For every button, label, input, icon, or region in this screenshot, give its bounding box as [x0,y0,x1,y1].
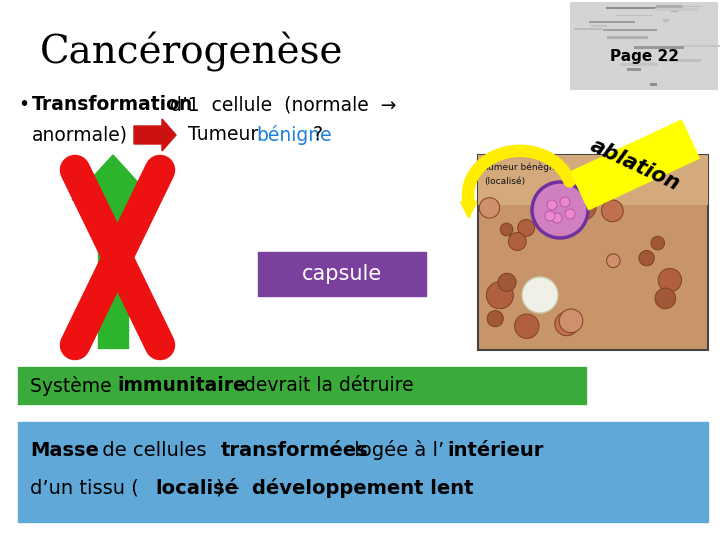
Text: ?: ? [307,125,323,145]
FancyBboxPatch shape [644,37,682,40]
Circle shape [552,213,562,223]
Text: Page 22: Page 22 [610,49,678,64]
FancyBboxPatch shape [665,51,673,53]
Circle shape [508,233,526,251]
FancyBboxPatch shape [600,75,652,77]
FancyBboxPatch shape [631,30,642,31]
Text: transformées: transformées [221,441,369,460]
Text: Masse: Masse [30,441,99,460]
FancyBboxPatch shape [653,32,667,34]
Text: Transformation: Transformation [32,96,193,114]
Text: bénigne: bénigne [256,125,332,145]
Text: d’un tissu (: d’un tissu ( [30,478,139,497]
FancyBboxPatch shape [654,30,696,32]
FancyBboxPatch shape [611,24,622,28]
FancyBboxPatch shape [621,75,664,78]
Circle shape [555,312,578,336]
Circle shape [569,193,596,220]
Circle shape [528,280,549,301]
Text: développement lent: développement lent [252,478,474,498]
Circle shape [639,251,654,266]
Text: Système: Système [30,375,117,395]
Circle shape [518,219,535,237]
Text: immunitaire: immunitaire [117,376,246,395]
FancyBboxPatch shape [478,155,708,205]
Text: intérieur: intérieur [447,441,544,460]
Text: d’1  cellule  (normale  →: d’1 cellule (normale → [164,96,397,114]
Circle shape [486,282,513,309]
FancyBboxPatch shape [572,39,618,40]
Text: (localisé): (localisé) [484,177,525,186]
FancyBboxPatch shape [606,76,626,77]
Text: capsule: capsule [302,264,382,284]
Circle shape [606,254,620,267]
Circle shape [547,200,557,210]
FancyBboxPatch shape [258,252,426,296]
Circle shape [559,309,582,333]
FancyBboxPatch shape [571,120,699,210]
Text: logée à l’: logée à l’ [348,440,444,460]
Circle shape [560,197,570,207]
FancyBboxPatch shape [98,200,128,348]
FancyBboxPatch shape [687,81,720,83]
Circle shape [515,314,539,339]
FancyBboxPatch shape [662,82,700,84]
Text: localisé: localisé [155,478,238,497]
Text: ) –: ) – [216,478,246,497]
FancyBboxPatch shape [639,76,665,79]
Polygon shape [72,155,154,200]
Text: de cellules: de cellules [96,441,212,460]
FancyBboxPatch shape [622,33,676,36]
Text: •: • [18,96,29,114]
FancyBboxPatch shape [653,32,708,33]
Text: Tumeur: Tumeur [182,125,264,145]
Circle shape [655,288,675,309]
Circle shape [658,268,682,292]
Text: Tumeur bénègne: Tumeur bénègne [484,163,560,172]
Circle shape [500,223,513,236]
Circle shape [487,310,503,327]
Circle shape [545,211,555,221]
FancyBboxPatch shape [644,30,699,33]
Polygon shape [134,119,176,151]
FancyBboxPatch shape [570,2,718,90]
Circle shape [522,277,558,313]
Circle shape [601,200,624,221]
FancyBboxPatch shape [670,84,685,87]
Text: ablation: ablation [587,136,683,194]
Circle shape [651,237,665,250]
FancyBboxPatch shape [18,367,586,404]
FancyBboxPatch shape [665,57,673,59]
FancyBboxPatch shape [583,44,630,46]
Polygon shape [461,202,477,218]
Text: Cancérogenèse: Cancérogenèse [40,32,343,72]
Circle shape [480,198,500,218]
Text: devrait la détruire: devrait la détruire [238,376,413,395]
Circle shape [565,209,575,219]
Text: anormale): anormale) [32,125,128,145]
FancyBboxPatch shape [478,155,708,350]
FancyBboxPatch shape [18,422,708,522]
Circle shape [498,273,516,292]
Circle shape [532,182,588,238]
FancyBboxPatch shape [614,90,649,92]
